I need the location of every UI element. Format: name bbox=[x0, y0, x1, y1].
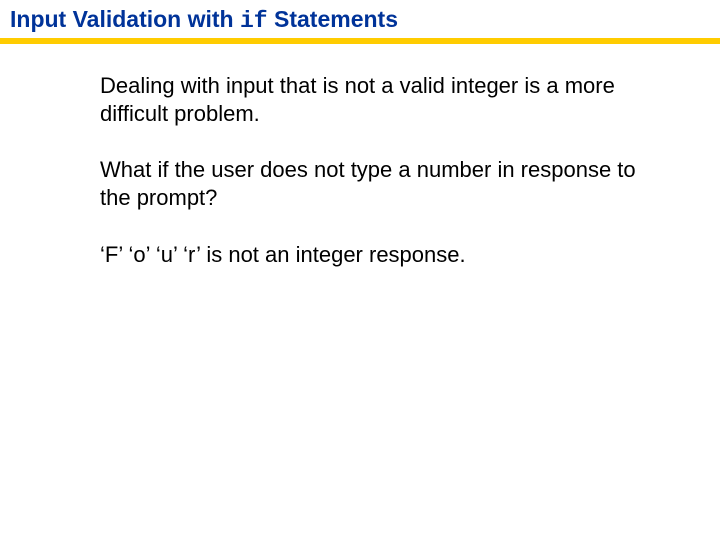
title-suffix: Statements bbox=[268, 6, 398, 32]
content-area: Dealing with input that is not a valid i… bbox=[0, 44, 720, 269]
title-bar: Input Validation with if Statements bbox=[0, 0, 720, 38]
slide: Input Validation with if Statements Deal… bbox=[0, 0, 720, 540]
paragraph-3: ‘F’ ‘o’ ‘u’ ‘r’ is not an integer respon… bbox=[100, 241, 660, 269]
title-prefix: Input Validation with bbox=[10, 6, 240, 32]
paragraph-2: What if the user does not type a number … bbox=[100, 156, 660, 212]
title-code: if bbox=[240, 8, 268, 34]
slide-title: Input Validation with if Statements bbox=[10, 6, 398, 32]
paragraph-1: Dealing with input that is not a valid i… bbox=[100, 72, 660, 128]
